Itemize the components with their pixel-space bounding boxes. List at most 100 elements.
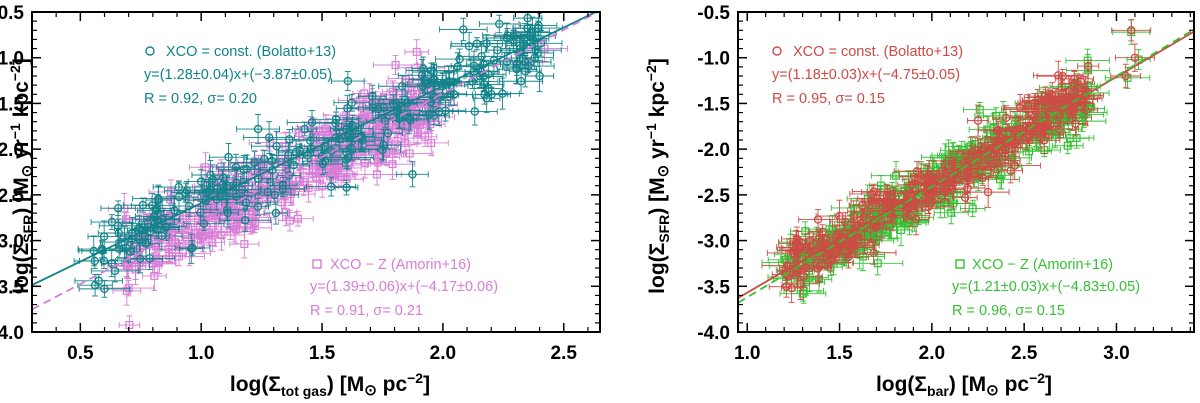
point-marker-square <box>373 158 382 167</box>
data-point <box>419 97 459 126</box>
point-marker-square <box>166 187 175 196</box>
point-marker-circle <box>441 106 450 115</box>
point-marker-square <box>421 132 430 141</box>
point-marker-circle <box>536 39 546 48</box>
data-point <box>274 198 297 227</box>
data-point <box>229 229 260 259</box>
point-marker-circle <box>107 217 117 227</box>
point-marker-circle <box>404 114 414 124</box>
point-marker-circle <box>479 80 489 89</box>
point-marker-circle <box>512 64 522 74</box>
point-marker-square <box>338 123 347 132</box>
point-marker-square <box>412 47 421 56</box>
point-marker-circle <box>253 202 263 211</box>
x-tick-label: 1.0 <box>188 343 214 364</box>
point-marker-square <box>205 229 214 238</box>
data-point <box>90 214 134 230</box>
legend-stats: R = 0.92, σ= 0.20 <box>144 91 257 107</box>
point-marker-circle <box>530 53 539 62</box>
point-marker-square <box>372 170 381 179</box>
data-point <box>418 106 450 126</box>
point-marker-circle <box>470 107 480 116</box>
point-marker-circle <box>126 247 135 257</box>
legend-title: XCO = const. (Bolatto+13) <box>166 44 336 60</box>
point-marker-circle <box>459 25 468 34</box>
data-point <box>499 68 544 95</box>
point-marker-circle <box>186 244 196 254</box>
point-marker-square <box>122 215 131 224</box>
point-marker-circle <box>138 200 148 210</box>
data-point <box>250 131 303 162</box>
point-marker-square <box>299 178 308 187</box>
data-point <box>221 194 272 211</box>
point-marker-square <box>122 286 131 295</box>
data-point <box>479 14 520 34</box>
point-marker-square <box>217 231 226 240</box>
point-marker-circle <box>278 181 288 190</box>
legend-stats: R = 0.91, σ= 0.21 <box>310 303 423 319</box>
data-point <box>228 221 273 235</box>
point-marker-circle <box>516 77 526 86</box>
point-marker-circle <box>242 198 251 207</box>
y-tick-label: -2.0 <box>0 140 24 161</box>
left-plot-frame <box>31 11 601 333</box>
point-marker-circle <box>289 160 299 170</box>
point-marker-circle <box>222 205 232 215</box>
data-point <box>301 148 349 174</box>
x-tick-label: 1.5 <box>309 343 336 364</box>
point-marker-square <box>150 271 159 280</box>
point-marker-square <box>405 149 414 158</box>
point-marker-circle <box>250 158 259 167</box>
legend-title: XCO − Z (Amorin+16) <box>330 257 471 273</box>
point-marker-circle <box>406 115 415 125</box>
data-point <box>259 153 286 187</box>
data-point <box>525 59 555 93</box>
point-marker-circle <box>199 219 209 229</box>
point-marker-circle <box>379 141 388 150</box>
point-marker-circle <box>524 61 533 71</box>
data-point <box>378 128 432 158</box>
data-point <box>1051 137 1084 155</box>
point-marker-circle <box>482 39 491 48</box>
data-point <box>485 77 520 110</box>
point-marker-square <box>416 121 425 130</box>
left-legend-bolatto: XCO = const. (Bolatto+13) y=(1.28±0.04)x… <box>144 44 336 107</box>
point-marker-circle <box>196 177 206 186</box>
point-marker-square <box>166 195 175 204</box>
fit-line-dashed <box>32 12 600 311</box>
point-marker-circle <box>347 98 357 107</box>
left-data-layer <box>32 12 600 332</box>
left-x-axis-label: log(Σtot gas) [M⊙ pc−2] <box>230 370 430 399</box>
point-marker-circle <box>264 133 274 142</box>
data-point <box>286 168 321 197</box>
data-point <box>502 59 555 73</box>
left-panel: -4.0 -3.5 -3.0 -2.5 -2.0 -1.5 -1.0 -0.5 0.5 1.0 1.… <box>0 3 601 399</box>
y-tick-label: -2.5 <box>0 186 24 207</box>
data-point <box>268 176 298 194</box>
y-tick-label: -3.5 <box>0 277 24 298</box>
data-point <box>372 54 419 76</box>
data-point <box>187 169 215 194</box>
point-marker-circle <box>520 34 530 43</box>
point-marker-square <box>233 214 242 223</box>
point-marker-square <box>203 201 212 210</box>
point-marker-square <box>225 210 234 219</box>
point-marker-circle <box>535 71 544 81</box>
point-marker-circle <box>326 182 336 191</box>
point-marker-square <box>248 213 257 222</box>
point-marker-circle <box>113 203 123 213</box>
point-marker-circle <box>196 208 205 217</box>
point-marker-circle <box>98 246 107 255</box>
data-point <box>174 240 211 256</box>
data-point <box>424 99 467 122</box>
data-point <box>182 227 218 244</box>
point-marker-circle <box>295 146 304 155</box>
point-marker-circle <box>346 134 355 144</box>
y-tick-label: -1.0 <box>0 49 24 70</box>
point-marker-circle <box>206 170 215 180</box>
point-marker-circle <box>110 266 120 276</box>
point-marker-square <box>165 251 174 260</box>
point-marker-circle <box>418 64 428 73</box>
data-point <box>374 89 418 118</box>
y-tick-label: -3.0 <box>0 232 24 253</box>
